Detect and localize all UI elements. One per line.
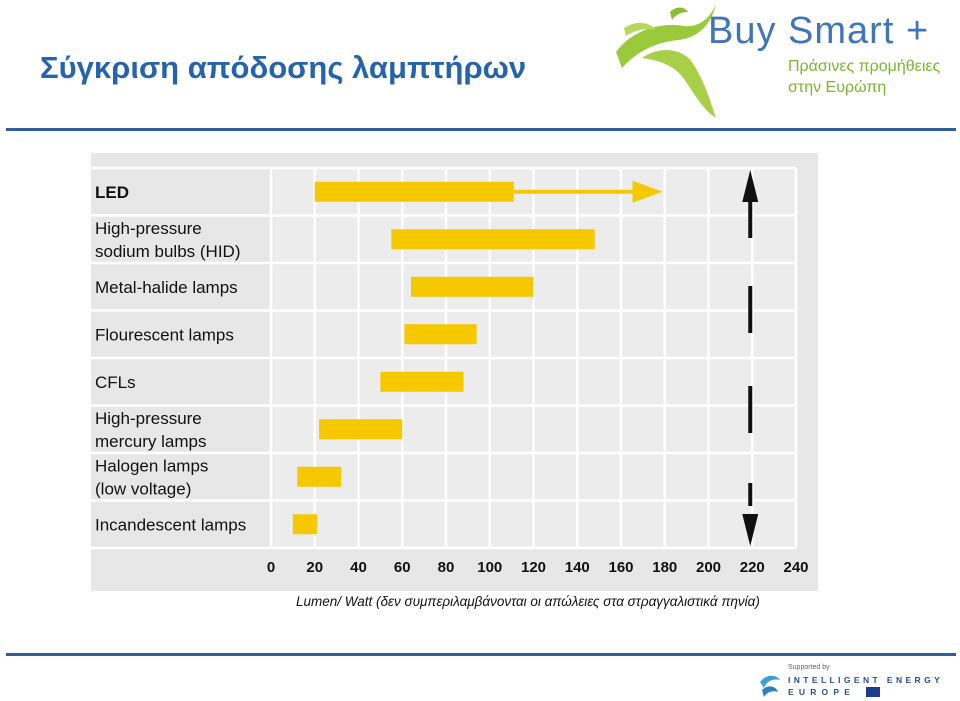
- chart-canvas: LED High-pressure sodium bulbs (HID) Metal-…: [91, 153, 818, 591]
- lamp-efficiency-chart: LED High-pressure sodium bulbs (HID) Metal-…: [91, 153, 818, 591]
- category-label-7: Incandescent lamps: [95, 515, 246, 534]
- x-tick-label-160: 160: [608, 559, 633, 576]
- bar-7: [292, 514, 317, 535]
- x-tick-label-240: 240: [783, 559, 808, 576]
- category-label-2: Metal-halide lamps: [95, 278, 238, 297]
- supported-by-label: Supported by: [788, 664, 830, 671]
- buy-smart-logo: Buy Smart + Πράσινες προμήθειες στην Ευρ…: [612, 0, 960, 120]
- x-tick-label-80: 80: [438, 559, 455, 576]
- category-label-5-line-1: mercury lamps: [95, 432, 206, 451]
- category-label-6-line-0: Halogen lamps: [95, 456, 208, 475]
- category-label-1-line-0: High-pressure: [95, 219, 202, 238]
- x-tick-label-40: 40: [350, 559, 367, 576]
- header-divider: [6, 128, 956, 131]
- brand-name: Buy Smart +: [708, 10, 930, 52]
- category-label-5-line-0: High-pressure: [95, 409, 202, 428]
- x-tick-label-180: 180: [652, 559, 677, 576]
- bar-5: [319, 419, 403, 440]
- x-tick-label-220: 220: [740, 559, 765, 576]
- x-tick-label-140: 140: [565, 559, 590, 576]
- x-tick-label-0: 0: [267, 559, 275, 576]
- x-tick-label-200: 200: [696, 559, 721, 576]
- led-extension-arrowhead: [632, 180, 663, 203]
- x-tick-label-100: 100: [477, 559, 502, 576]
- footer-divider: [6, 653, 956, 656]
- bar-3: [404, 324, 477, 345]
- bar-2: [411, 276, 534, 297]
- brand-tagline: Πράσινες προμήθειες στην Ευρώπη: [788, 56, 958, 98]
- bar-1: [391, 229, 595, 250]
- x-tick-label-20: 20: [306, 559, 323, 576]
- tagline-line-2: στην Ευρώπη: [788, 79, 887, 96]
- category-label-4: CFLs: [95, 373, 136, 392]
- tagline-line-1: Πράσινες προμήθειες: [788, 58, 941, 75]
- chart-caption: Lumen/ Watt (δεν συμπεριλαμβάνονται οι α…: [296, 594, 760, 609]
- iee-swirl-icon: [760, 675, 780, 697]
- slide-title: Σύγκριση απόδοσης λαμπτήρων: [40, 50, 527, 85]
- eu-flag-icon: [866, 687, 880, 697]
- category-label-6-line-1: (low voltage): [95, 479, 191, 498]
- x-tick-label-120: 120: [521, 559, 546, 576]
- category-label-3: Flourescent lamps: [95, 325, 234, 344]
- category-label-0: LED: [95, 183, 129, 202]
- category-label-1-line-1: sodium bulbs (HID): [95, 242, 241, 261]
- program-name-line-1: INTELLIGENT ENERGY: [788, 675, 944, 685]
- bar-0: [314, 181, 514, 202]
- bar-6: [297, 466, 341, 487]
- efficiency-arrowhead-up: [742, 170, 759, 202]
- x-tick-label-60: 60: [394, 559, 411, 576]
- program-name-line-2: EUROPE: [788, 687, 856, 697]
- efficiency-arrowhead-down: [742, 514, 759, 546]
- leaf-swirl-icon: [616, 4, 716, 118]
- iee-footer-logo: Supported by INTELLIGENT ENERGY EUROPE: [758, 664, 953, 700]
- bar-4: [380, 371, 464, 392]
